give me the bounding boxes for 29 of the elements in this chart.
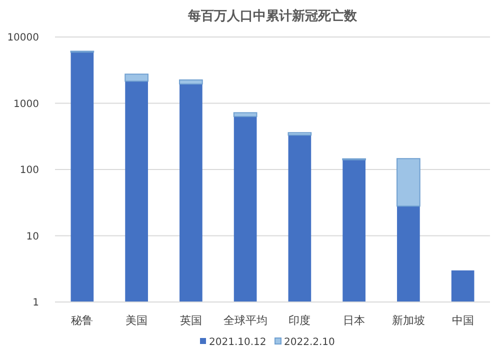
bar xyxy=(342,160,366,302)
legend-label: 2022.2.10 xyxy=(284,337,335,348)
bar xyxy=(125,81,148,302)
x-tick-label: 印度 xyxy=(288,314,311,327)
bar xyxy=(180,84,202,302)
x-tick-label: 中国 xyxy=(452,314,474,327)
bar xyxy=(70,52,94,302)
bar xyxy=(396,158,420,207)
bar xyxy=(451,270,474,302)
bar xyxy=(397,206,420,302)
y-tick-label: 10000 xyxy=(7,32,39,44)
x-tick-label: 美国 xyxy=(126,314,148,327)
x-tick-label: 秘鲁 xyxy=(71,314,94,327)
legend-label: 2021.10.12 xyxy=(209,337,266,348)
bar xyxy=(179,79,203,85)
bar xyxy=(233,112,258,118)
y-tick-label: 100 xyxy=(20,165,39,176)
x-tick-label: 全球平均 xyxy=(223,314,268,327)
x-tick-label: 新加坡 xyxy=(392,314,425,327)
y-tick-label: 1 xyxy=(32,298,39,308)
bar xyxy=(288,132,312,136)
x-tick-label: 英国 xyxy=(180,314,202,327)
y-tick-label: 1000 xyxy=(14,98,39,110)
x-tick-label: 日本 xyxy=(343,314,366,327)
chart-title: 每百万人口中累计新冠死亡数 xyxy=(187,8,358,24)
bar xyxy=(124,74,148,82)
y-tick-label: 10 xyxy=(26,231,39,242)
bar xyxy=(234,116,257,302)
bar xyxy=(288,135,312,302)
